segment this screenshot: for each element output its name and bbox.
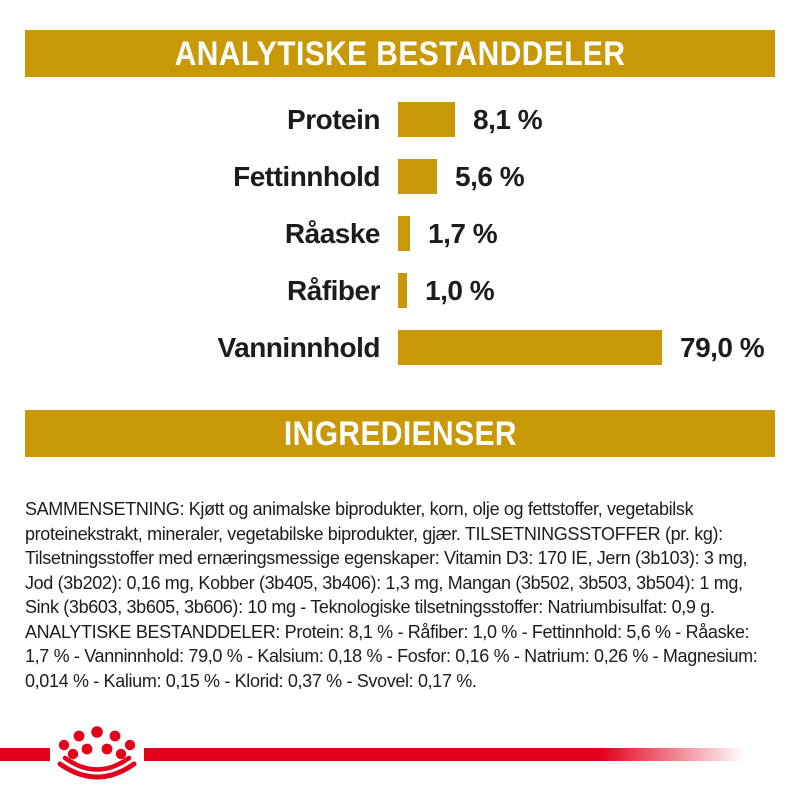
analytical-header-bar: ANALYTISKE BESTANDDELER <box>25 30 775 77</box>
chart-value: 1,0 % <box>425 274 495 306</box>
bar-segment <box>398 273 407 308</box>
band-left <box>0 748 50 761</box>
chart-row-fettinnhold: Fettinnhold 5,6 % <box>0 148 800 205</box>
crown-arc-outer <box>57 761 137 780</box>
bar-segment <box>398 330 662 365</box>
chart-label: Protein <box>287 103 380 135</box>
chart-row-rafiber: Råfiber 1,0 % <box>0 262 800 319</box>
chart-label: Vanninnhold <box>217 331 381 363</box>
chart-row-raaske: Råaske 1,7 % <box>0 205 800 262</box>
band-right <box>144 748 745 761</box>
bar-segment <box>398 216 410 251</box>
royal-canin-crown-logo <box>0 726 745 780</box>
bar-segment <box>398 159 437 194</box>
chart-row-vanninnhold: Vanninnhold 79,0 % <box>0 319 800 376</box>
crown-dots <box>58 726 136 760</box>
chart-value: 8,1 % <box>473 103 543 135</box>
brand-footer <box>0 700 800 800</box>
chart-value: 5,6 % <box>455 160 525 192</box>
chart-label: Råfiber <box>287 274 380 306</box>
ingredients-header-bar: INGREDIENSER <box>25 410 775 457</box>
analytical-header-title: ANALYTISKE BESTANDDELER <box>174 34 626 73</box>
analytical-bar-chart: Protein 8,1 % Fettinnhold 5,6 % Råaske 1… <box>0 91 800 376</box>
bar-segment <box>398 102 455 137</box>
chart-row-protein: Protein 8,1 % <box>0 91 800 148</box>
ingredients-paragraph: SAMMENSETNING: Kjøtt og animalske biprod… <box>25 499 758 691</box>
chart-label: Fettinnhold <box>233 160 380 192</box>
chart-value: 1,7 % <box>428 217 498 249</box>
chart-value: 79,0 % <box>680 331 765 363</box>
crown-arc-inner <box>62 755 132 772</box>
chart-label: Råaske <box>284 217 381 249</box>
ingredients-header-title: INGREDIENSER <box>283 414 517 453</box>
